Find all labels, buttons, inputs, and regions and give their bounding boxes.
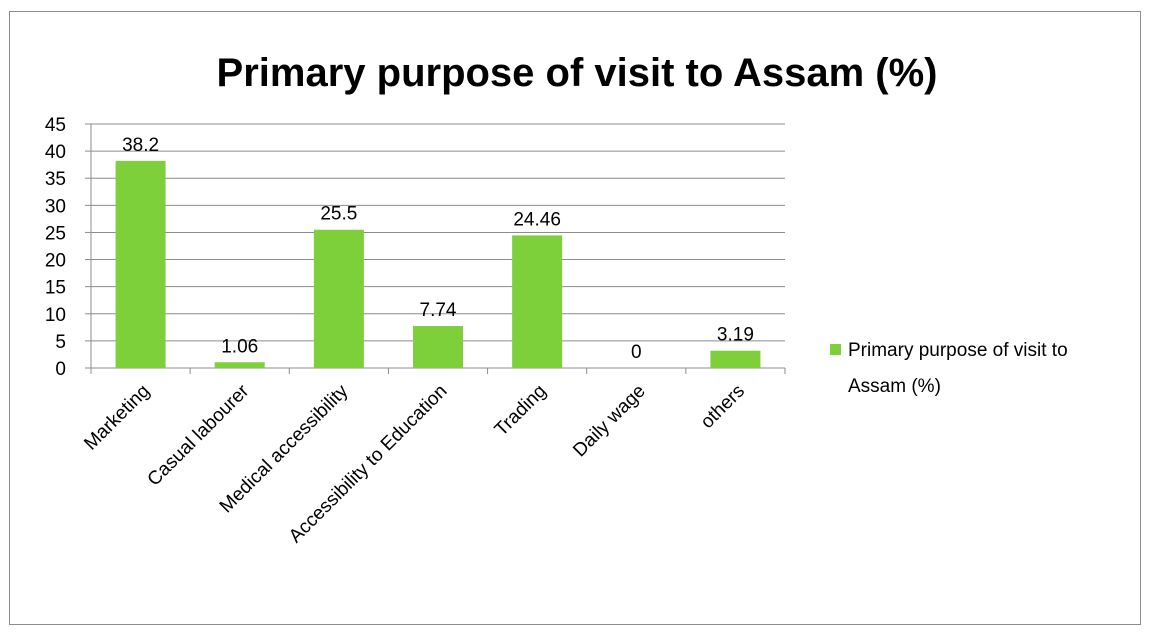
data-labels: 38.2 1.06 25.5 7.74 24.46 0 3.19: [122, 135, 754, 363]
y-tick-label: 0: [55, 359, 66, 380]
x-tick-label: Accessibility to Education: [285, 381, 451, 547]
bar: [710, 350, 761, 368]
y-tick-label: 20: [45, 251, 66, 272]
data-label: 1.06: [221, 336, 258, 357]
x-tick-label: others: [697, 381, 749, 433]
chart-frame: [9, 11, 1141, 625]
x-tick-label: Trading: [491, 381, 551, 441]
bar: [512, 235, 563, 368]
y-tick-label: 40: [45, 142, 66, 163]
y-tick-label: 5: [55, 332, 66, 353]
y-tick-label: 45: [45, 115, 66, 136]
y-tick-label: 25: [45, 223, 66, 244]
data-label: 3.19: [717, 325, 754, 346]
y-tick-labels: 0 5 10 15 20 25 30 35 40 45: [45, 115, 66, 380]
data-label: 38.2: [122, 135, 159, 156]
data-label: 24.46: [513, 209, 561, 230]
legend-label-line-2: Assam (%): [848, 376, 941, 397]
bar: [115, 160, 166, 368]
data-label: 7.74: [420, 300, 457, 321]
y-tick-label: 35: [45, 169, 66, 190]
bar: [413, 326, 463, 368]
legend-label-line-1: Primary purpose of visit to: [848, 340, 1068, 361]
y-tick-label: 10: [45, 305, 66, 326]
bar: [313, 229, 364, 368]
data-label: 25.5: [320, 204, 357, 225]
x-tick-label: Daily wage: [569, 381, 650, 462]
x-tick-label: Marketing: [80, 381, 154, 455]
y-tick-label: 15: [45, 278, 66, 299]
legend-swatch: [830, 344, 841, 355]
x-tick-label: Casual labourer: [144, 380, 254, 490]
bars: [115, 160, 761, 368]
legend: Primary purpose of visit to Assam (%): [830, 340, 1068, 397]
bar: [214, 362, 265, 368]
gridlines: [91, 123, 785, 342]
chart-title: Primary purpose of visit to Assam (%): [217, 51, 938, 95]
y-tick-label: 30: [45, 196, 66, 217]
data-label: 0: [631, 342, 642, 363]
